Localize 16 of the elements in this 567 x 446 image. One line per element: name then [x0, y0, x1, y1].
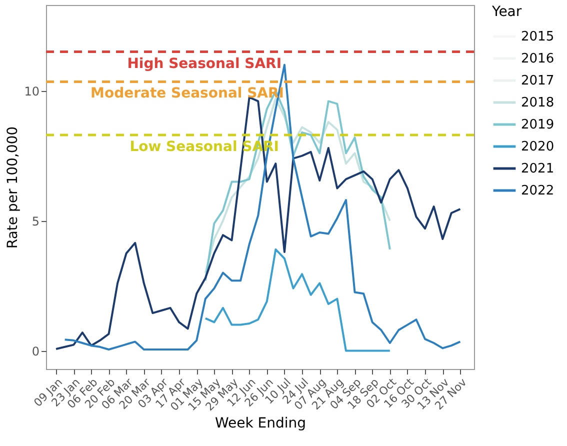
legend-label: 2022 [521, 184, 554, 198]
legend-label: 2018 [521, 96, 554, 110]
legend-label: 2015 [521, 30, 554, 44]
legend-label: 2016 [521, 52, 554, 66]
legend-label: 2017 [521, 74, 554, 88]
y-tick-label: 10 [24, 84, 40, 98]
ref-line-label: High Seasonal SARI [127, 56, 282, 72]
x-axis-title: Week Ending [214, 416, 306, 432]
legend-label: 2020 [521, 140, 554, 154]
y-tick-label: 0 [32, 344, 40, 358]
legend-label: 2019 [521, 118, 554, 132]
line-series [204, 248, 391, 352]
legend-title: Year [491, 4, 522, 20]
legend-label: 2021 [521, 162, 554, 176]
y-axis-title: Rate per 100,000 [5, 126, 22, 249]
y-tick-label: 5 [32, 214, 40, 228]
